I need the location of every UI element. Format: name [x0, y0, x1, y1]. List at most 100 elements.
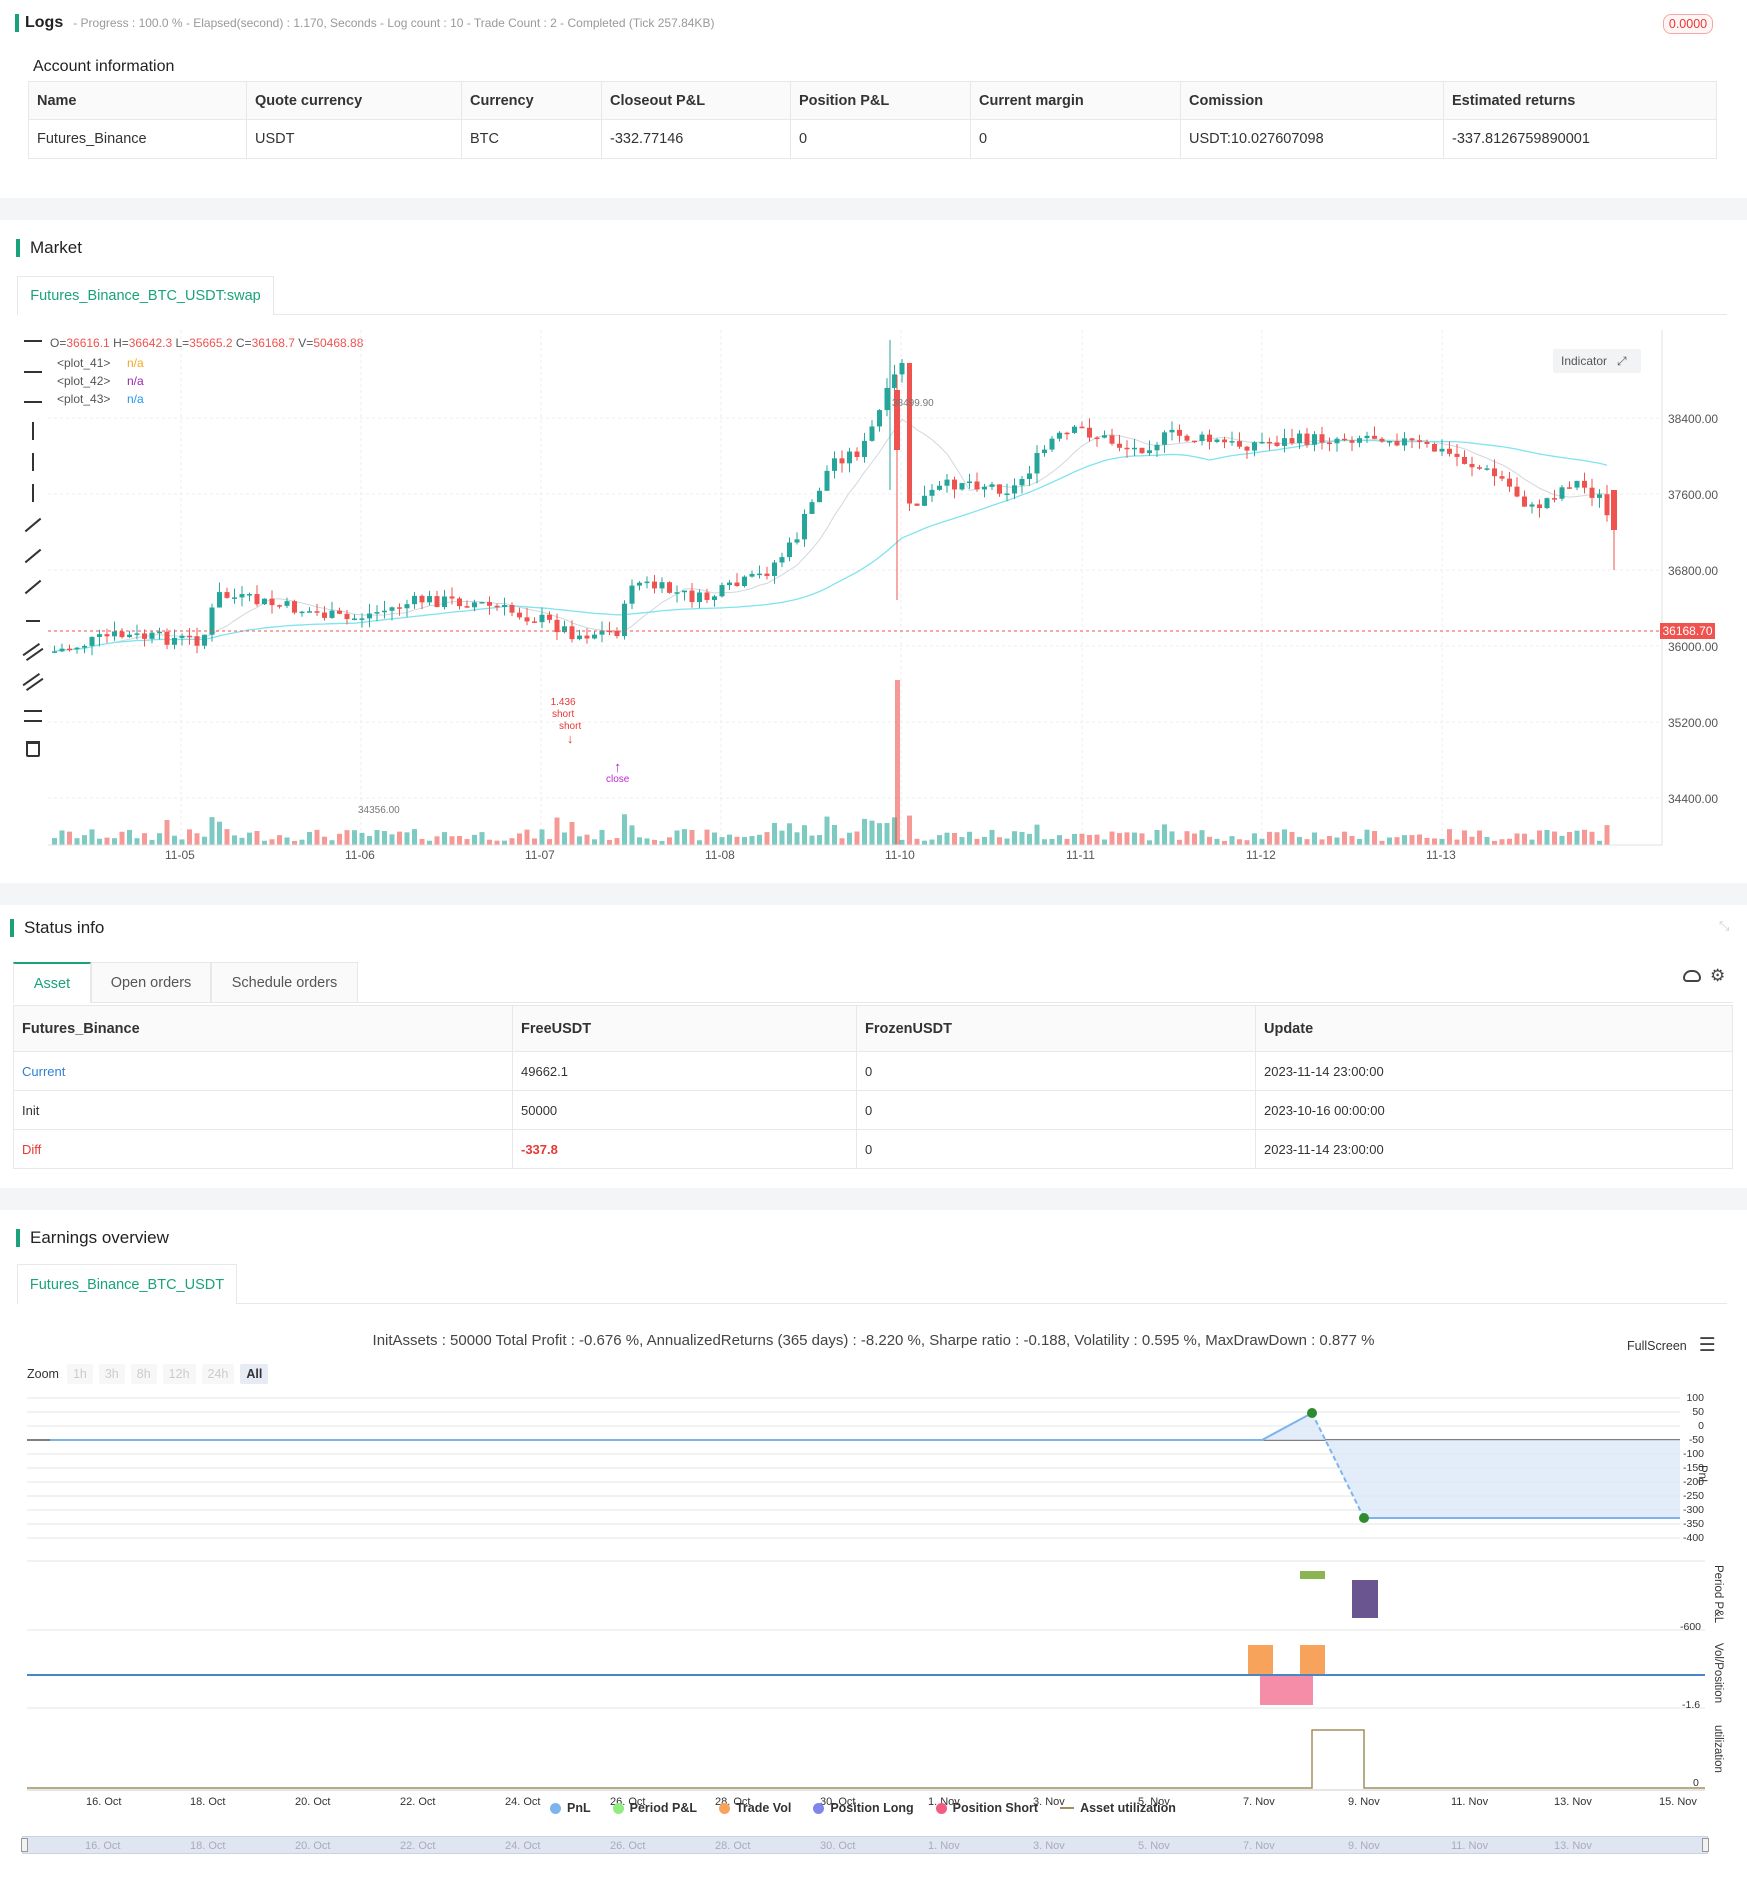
candle-body	[187, 635, 192, 638]
candle-body	[1379, 438, 1385, 442]
candle-body	[667, 582, 672, 593]
legend-item-asset-utilization[interactable]: Asset utilization	[1060, 1801, 1176, 1815]
navigator[interactable]: 16. Oct 18. Oct 20. Oct 22. Oct 24. Oct …	[21, 1836, 1709, 1854]
volume-bar	[1042, 839, 1047, 845]
tab-market-symbol[interactable]: Futures_Binance_BTC_USDT:swap	[17, 276, 274, 315]
candle-body	[254, 593, 260, 605]
x-tick: 20. Oct	[295, 1796, 331, 1808]
download-icon[interactable]	[1683, 970, 1701, 982]
zoom-8h-button[interactable]: 8h	[130, 1364, 157, 1384]
volume-bar	[1469, 836, 1475, 845]
account-cell: USDT:10.027607098	[1180, 119, 1444, 159]
status-tabs-line	[13, 1002, 1733, 1003]
earnings-chart[interactable]	[0, 1390, 1747, 1810]
volume-bar	[1304, 839, 1310, 845]
legend-item-trade-vol[interactable]: Trade Vol	[718, 1801, 791, 1815]
ohlc-low-label: L=	[172, 336, 190, 350]
volume-bar	[1334, 837, 1340, 845]
candle-body	[1327, 442, 1332, 445]
price-axis: 38400.00 37600.00 36800.00 36000.00 3520…	[1668, 330, 1738, 850]
fullscreen-button[interactable]: FullScreen ☰	[1627, 1334, 1716, 1357]
indicator-button[interactable]: Indicator ⤢	[1553, 349, 1641, 373]
volume-bar	[1004, 838, 1010, 845]
account-header: Quote currency	[246, 81, 462, 120]
candle-body	[1072, 426, 1077, 433]
zoom-3h-button[interactable]: 3h	[98, 1364, 125, 1384]
volume-bar	[337, 833, 342, 845]
nav-tick: 22. Oct	[400, 1840, 436, 1852]
horizontal-ray-tool-icon[interactable]	[24, 340, 42, 342]
tab-open-orders[interactable]: Open orders	[91, 962, 211, 1002]
volume-bar	[622, 814, 627, 845]
zoom-1h-button[interactable]: 1h	[66, 1364, 93, 1384]
candle-body	[1064, 432, 1070, 435]
nav-tick: 1. Nov	[928, 1840, 960, 1852]
ma-line-fast	[54, 418, 1608, 652]
tab-asset[interactable]: Asset	[13, 962, 91, 1003]
tab-schedule-orders[interactable]: Schedule orders	[211, 962, 358, 1002]
candle-body	[1469, 463, 1475, 468]
menu-icon[interactable]: ☰	[1698, 1335, 1716, 1356]
legend-item-position-short[interactable]: Position Short	[935, 1801, 1038, 1815]
candle-body	[764, 573, 770, 576]
zoom-12h-button[interactable]: 12h	[162, 1364, 196, 1384]
candle-body	[1611, 490, 1617, 530]
candle-body	[1042, 449, 1047, 453]
volume-bar	[577, 836, 582, 845]
volume-bar	[704, 829, 710, 845]
legend-item-pnl[interactable]: PnL	[550, 1801, 591, 1815]
price-label-tool-icon[interactable]	[26, 616, 40, 622]
settings-gear-icon[interactable]: ⚙	[1710, 966, 1726, 985]
candle-body	[157, 631, 162, 634]
candlestick-chart[interactable]	[0, 330, 1747, 890]
navigator-handle-right[interactable]	[1702, 1838, 1709, 1852]
candle-body	[1087, 427, 1092, 438]
zoom-all-button[interactable]: All	[240, 1364, 269, 1384]
candle-body	[524, 617, 530, 622]
earnings-tabs-line	[17, 1303, 1727, 1304]
volume-bar	[119, 831, 125, 845]
close-label: close	[606, 774, 630, 785]
candle-body	[884, 387, 890, 411]
candle-body	[1424, 441, 1430, 444]
volume-bar	[202, 836, 207, 845]
tab-earnings-symbol[interactable]: Futures_Binance_BTC_USDT	[17, 1264, 237, 1304]
horizontal-line-tool-icon[interactable]	[24, 371, 42, 373]
status-title: Status info	[24, 918, 105, 937]
vertical-line-tool-icon[interactable]	[32, 453, 34, 471]
volume-bar	[1177, 839, 1182, 845]
vertical-ray-tool-icon[interactable]	[32, 422, 34, 440]
time-tick: 11-11	[1066, 848, 1095, 862]
candle-body	[517, 612, 522, 618]
volume-bar	[419, 838, 425, 845]
x-tick: 15. Nov	[1659, 1796, 1697, 1808]
collapse-icon[interactable]: ⤡	[1719, 918, 1730, 933]
candle-body	[1237, 441, 1242, 447]
candle-body	[914, 503, 920, 506]
candle-body	[894, 390, 900, 450]
volume-bar	[959, 837, 965, 845]
volume-bar	[719, 837, 725, 845]
expand-icon[interactable]: ⤢	[1617, 353, 1627, 368]
vertical-segment-tool-icon[interactable]	[32, 484, 34, 502]
earnings-legend: PnL Period P&L Trade Vol Position Long P…	[550, 1801, 1176, 1815]
candle-body	[772, 562, 777, 576]
candle-body	[652, 581, 657, 589]
candle-body	[599, 630, 605, 635]
candle-body	[1589, 487, 1595, 498]
candle-body	[194, 636, 200, 646]
volume-bar	[269, 839, 275, 845]
account-cell: 0	[790, 119, 971, 159]
zoom-24h-button[interactable]: 24h	[201, 1364, 235, 1384]
legend-item-period-pnl[interactable]: Period P&L	[612, 1801, 697, 1815]
volume-bar	[892, 817, 897, 845]
fib-retracement-tool-icon[interactable]	[24, 710, 42, 722]
legend-item-position-long[interactable]: Position Long	[813, 1801, 914, 1815]
navigator-handle-left[interactable]	[21, 1838, 28, 1852]
horizontal-segment-tool-icon[interactable]	[24, 401, 42, 403]
candle-body	[817, 490, 822, 503]
volume-bar	[1169, 831, 1175, 845]
trash-icon[interactable]	[26, 741, 40, 757]
candle-body	[232, 597, 237, 599]
volume-bar	[82, 835, 87, 845]
